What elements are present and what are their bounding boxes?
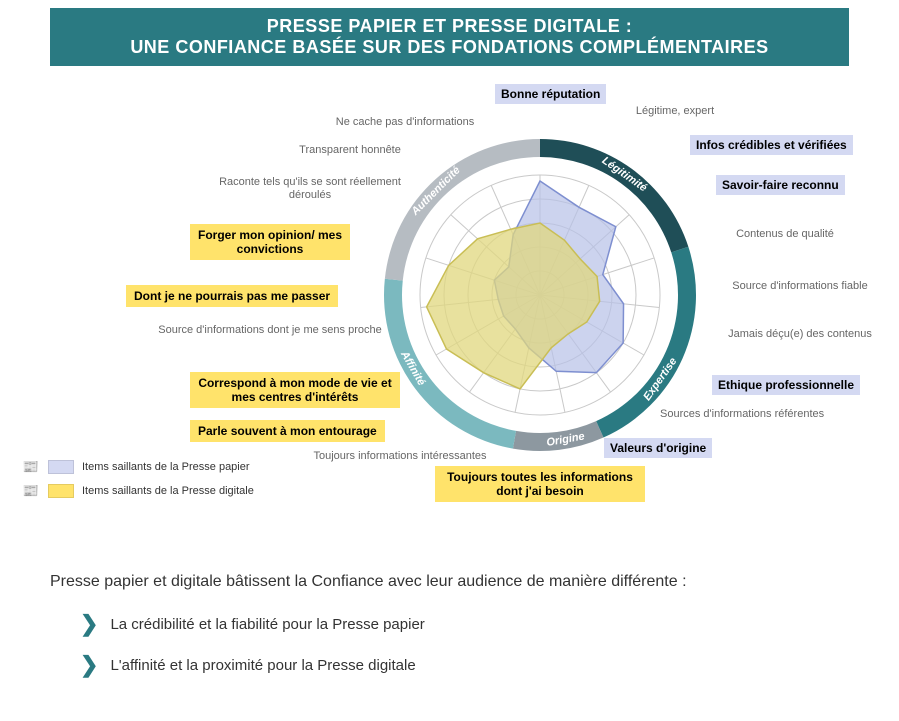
label-savoir-faire: Savoir-faire reconnu <box>716 175 845 195</box>
title-line-2: UNE CONFIANCE BASÉE SUR DES FONDATIONS C… <box>50 37 849 58</box>
legend: 📰 Items saillants de la Presse papier 📰 … <box>20 458 254 506</box>
label-dont-je-ne: Dont je ne pourrais pas me passer <box>126 285 338 307</box>
label-toujours-interessantes: Toujours informations intéressantes <box>300 450 500 463</box>
legend-row-digitale: 📰 Items saillants de la Presse digitale <box>20 482 254 500</box>
chevron-right-icon: ❯ <box>80 611 98 637</box>
legend-label-digitale: Items saillants de la Presse digitale <box>82 485 254 497</box>
label-infos-credibles: Infos crédibles et vérifiées <box>690 135 853 155</box>
title-line-1: PRESSE PAPIER ET PRESSE DIGITALE : <box>50 16 849 37</box>
bullet-1: ❯ La crédibilité et la fiabilité pour la… <box>80 611 849 637</box>
label-legitime-expert: Légitime, expert <box>625 105 725 118</box>
label-ne-cache: Ne cache pas d'informations <box>320 116 490 129</box>
legend-swatch-papier <box>48 460 74 474</box>
radar-chart-region: LégitimitéExpertiseOrigineAffinitéAuthen… <box>0 80 899 510</box>
label-correspond-mode: Correspond à mon mode de vie et mes cent… <box>190 372 400 408</box>
label-raconte-tels: Raconte tels qu'ils se sont réellement d… <box>215 176 405 202</box>
label-ethique: Ethique professionnelle <box>712 375 860 395</box>
svg-text:Légitimité: Légitimité <box>600 155 649 195</box>
page-title-bar: PRESSE PAPIER ET PRESSE DIGITALE : UNE C… <box>50 8 849 66</box>
label-source-proche: Source d'informations dont je me sens pr… <box>155 324 385 337</box>
label-bonne-reputation: Bonne réputation <box>495 84 606 104</box>
newspaper-icon: 📰 <box>20 458 42 476</box>
bottom-intro: Presse papier et digitale bâtissent la C… <box>50 573 849 591</box>
bottom-text: Presse papier et digitale bâtissent la C… <box>50 573 849 678</box>
label-sources-referentes: Sources d'informations référentes <box>660 408 860 421</box>
label-transparent: Transparent honnête <box>285 144 415 157</box>
label-forger-opinion: Forger mon opinion/ mes convictions <box>190 224 350 260</box>
legend-swatch-digitale <box>48 484 74 498</box>
label-contenus-qualite: Contenus de qualité <box>720 228 850 241</box>
bullet-2-text: L'affinité et la proximité pour la Press… <box>110 657 415 674</box>
chevron-right-icon: ❯ <box>80 652 98 678</box>
bullet-1-text: La crédibilité et la fiabilité pour la P… <box>110 616 424 633</box>
news-digital-icon: 📰 <box>20 482 42 500</box>
label-parle-entourage: Parle souvent à mon entourage <box>190 420 385 442</box>
label-valeurs-origine: Valeurs d'origine <box>604 438 712 458</box>
legend-label-papier: Items saillants de la Presse papier <box>82 461 250 473</box>
bullet-2: ❯ L'affinité et la proximité pour la Pre… <box>80 652 849 678</box>
label-toujours-toutes: Toujours toutes les informations dont j'… <box>435 466 645 502</box>
label-source-fiable: Source d'informations fiable <box>720 280 880 293</box>
label-jamais-decu: Jamais déçu(e) des contenus <box>720 328 880 341</box>
legend-row-papier: 📰 Items saillants de la Presse papier <box>20 458 254 476</box>
